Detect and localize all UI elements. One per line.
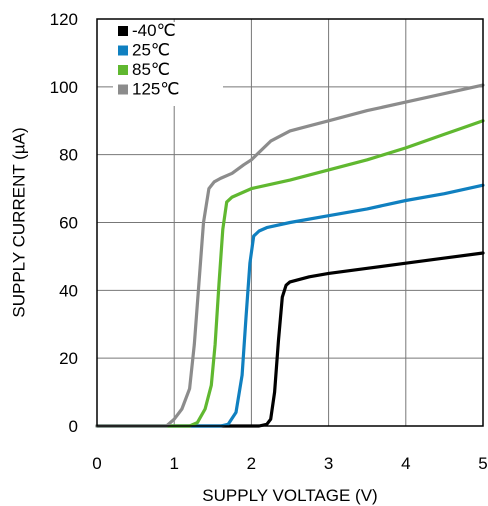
x-tick-label: 3 [324, 454, 333, 473]
y-tick-label: 80 [59, 146, 78, 165]
x-axis-label: SUPPLY VOLTAGE (V) [202, 486, 377, 505]
y-tick-label: 40 [59, 281, 78, 300]
legend-label: 25℃ [132, 41, 170, 60]
series-lines [95, 83, 485, 428]
legend-label: 85℃ [132, 60, 170, 79]
y-tick-label: 120 [50, 10, 78, 29]
x-tick-label: 1 [169, 454, 178, 473]
y-axis-label: SUPPLY CURRENT (µA) [9, 127, 28, 317]
grid [97, 19, 483, 426]
legend-label: 125℃ [132, 80, 179, 99]
x-tick-label: 0 [92, 454, 101, 473]
legend-label: -40℃ [132, 21, 176, 40]
series-line [95, 183, 485, 428]
plot-frame [96, 18, 484, 427]
legend-swatch [118, 45, 128, 56]
y-tick-label: 20 [59, 349, 78, 368]
y-tick-label: 0 [69, 417, 78, 436]
tick-labels: 0 1 2 3 4 5 0 20 40 60 80 100 120 [50, 10, 488, 473]
y-tick-label: 100 [50, 78, 78, 97]
series-line [95, 251, 485, 428]
y-tick-label: 60 [59, 214, 78, 233]
legend-background [113, 22, 223, 106]
series-line [95, 83, 485, 428]
x-tick-label: 4 [401, 454, 410, 473]
series-line [95, 119, 485, 428]
legend-swatch [118, 65, 128, 75]
legend-swatch [118, 26, 128, 36]
legend-swatch [118, 84, 128, 95]
x-tick-label: 5 [478, 454, 487, 473]
x-tick-label: 2 [247, 454, 256, 473]
